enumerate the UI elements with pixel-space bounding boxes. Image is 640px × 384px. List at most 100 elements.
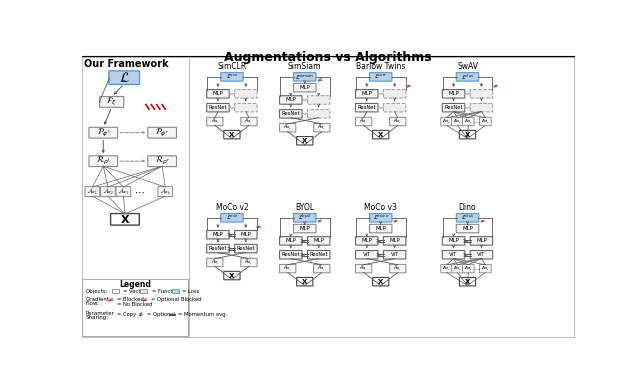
FancyBboxPatch shape <box>158 187 173 197</box>
FancyBboxPatch shape <box>296 137 313 145</box>
FancyBboxPatch shape <box>100 187 115 197</box>
FancyBboxPatch shape <box>355 117 372 126</box>
Text: = Function: = Function <box>152 289 180 294</box>
FancyBboxPatch shape <box>463 117 474 126</box>
FancyBboxPatch shape <box>280 109 302 118</box>
FancyBboxPatch shape <box>355 250 378 259</box>
FancyBboxPatch shape <box>224 131 240 139</box>
FancyBboxPatch shape <box>89 127 118 138</box>
Text: $\mathbf{X}$: $\mathbf{X}$ <box>377 130 385 139</box>
Text: $A_{\alpha_l}$: $A_{\alpha_l}$ <box>284 123 292 132</box>
FancyBboxPatch shape <box>241 117 257 126</box>
Bar <box>83 280 188 336</box>
Text: ResNet: ResNet <box>357 105 376 110</box>
Text: $\mathcal{L}^{simsim}$: $\mathcal{L}^{simsim}$ <box>295 72 314 81</box>
Text: $\neq$: $\neq$ <box>477 217 485 225</box>
FancyBboxPatch shape <box>383 89 406 98</box>
FancyBboxPatch shape <box>470 250 493 259</box>
Text: $\mathcal{A}_{\alpha_3}$: $\mathcal{A}_{\alpha_3}$ <box>118 186 129 197</box>
Text: = Vector: = Vector <box>124 289 147 294</box>
Bar <box>140 289 147 293</box>
Text: $\mathcal{R}_{\rho^l}$: $\mathcal{R}_{\rho^l}$ <box>96 155 111 167</box>
Text: MLP: MLP <box>300 85 310 90</box>
FancyBboxPatch shape <box>369 73 392 81</box>
FancyBboxPatch shape <box>207 103 229 112</box>
Text: $\mathcal{L}^{nce}$: $\mathcal{L}^{nce}$ <box>225 73 238 81</box>
FancyBboxPatch shape <box>456 224 479 233</box>
FancyBboxPatch shape <box>307 96 330 104</box>
FancyBboxPatch shape <box>355 264 372 273</box>
Text: ResNet: ResNet <box>444 105 463 110</box>
Text: $A_{\alpha_k}$: $A_{\alpha_k}$ <box>481 265 490 273</box>
Text: ViT: ViT <box>449 252 458 257</box>
FancyBboxPatch shape <box>89 156 118 167</box>
Text: SwAV: SwAV <box>457 61 478 71</box>
Text: ResNet: ResNet <box>282 252 300 257</box>
Text: $\mathcal{L}^{clus}$: $\mathcal{L}^{clus}$ <box>461 213 474 222</box>
Text: BYOL: BYOL <box>295 202 314 212</box>
Text: MLP: MLP <box>476 238 487 243</box>
FancyBboxPatch shape <box>355 237 378 245</box>
Text: ViT: ViT <box>363 252 371 257</box>
Text: $\mathbf{X}$: $\mathbf{X}$ <box>377 277 385 286</box>
FancyBboxPatch shape <box>442 89 465 98</box>
Text: $\mathcal{L}^{moco}$: $\mathcal{L}^{moco}$ <box>372 214 389 222</box>
Text: $A_{\alpha_1}$: $A_{\alpha_1}$ <box>442 118 451 126</box>
Text: = Copy: = Copy <box>117 312 136 317</box>
Text: ResNet: ResNet <box>209 105 227 110</box>
FancyBboxPatch shape <box>460 278 476 286</box>
Text: $\cdots$: $\cdots$ <box>473 119 481 124</box>
Bar <box>172 289 179 293</box>
Text: $\neq$: $\neq$ <box>315 217 323 225</box>
Text: $A_{\alpha_2}$: $A_{\alpha_2}$ <box>453 118 461 126</box>
Text: MLP: MLP <box>313 238 324 243</box>
Text: SimCLR: SimCLR <box>217 61 246 71</box>
FancyBboxPatch shape <box>441 117 452 126</box>
FancyBboxPatch shape <box>294 214 316 222</box>
Text: $\mathbf{X}$: $\mathbf{X}$ <box>228 271 236 280</box>
Text: MLP: MLP <box>362 238 372 243</box>
FancyBboxPatch shape <box>456 214 479 222</box>
Text: $\neq$: $\neq$ <box>106 295 115 304</box>
FancyBboxPatch shape <box>314 124 330 132</box>
FancyBboxPatch shape <box>109 71 140 84</box>
Text: MLP: MLP <box>462 226 473 231</box>
FancyBboxPatch shape <box>463 264 474 273</box>
Text: $A_{\alpha_1}$: $A_{\alpha_1}$ <box>442 265 451 273</box>
Text: $\neq$: $\neq$ <box>140 295 148 304</box>
FancyBboxPatch shape <box>280 264 296 273</box>
FancyBboxPatch shape <box>456 73 479 81</box>
Text: $A_{\alpha_r}$: $A_{\alpha_r}$ <box>317 123 326 132</box>
Text: ViT: ViT <box>477 252 486 257</box>
Text: $\neq$: $\neq$ <box>316 76 324 84</box>
FancyBboxPatch shape <box>383 237 406 245</box>
FancyBboxPatch shape <box>235 89 257 98</box>
Text: MLP: MLP <box>375 226 386 231</box>
Text: $\mathcal{L}$: $\mathcal{L}$ <box>118 71 130 84</box>
FancyBboxPatch shape <box>280 96 302 104</box>
Text: $\mathcal{P}_{\phi^l}$: $\mathcal{P}_{\phi^l}$ <box>97 127 110 139</box>
Text: Gradient: Gradient <box>85 297 109 302</box>
FancyBboxPatch shape <box>479 264 491 273</box>
FancyBboxPatch shape <box>207 89 229 98</box>
Text: Flow:: Flow: <box>85 301 100 306</box>
FancyBboxPatch shape <box>235 230 257 239</box>
Text: ResNet: ResNet <box>282 111 300 116</box>
FancyBboxPatch shape <box>383 250 406 259</box>
FancyBboxPatch shape <box>442 250 465 259</box>
FancyBboxPatch shape <box>372 278 389 286</box>
Text: $\mathbf{X}$: $\mathbf{X}$ <box>120 214 130 225</box>
Bar <box>112 289 119 293</box>
FancyBboxPatch shape <box>280 237 302 245</box>
Bar <box>189 57 573 337</box>
FancyBboxPatch shape <box>470 103 493 112</box>
FancyBboxPatch shape <box>224 271 240 280</box>
FancyBboxPatch shape <box>452 117 463 126</box>
FancyBboxPatch shape <box>390 264 406 273</box>
Text: = Optional Blocked: = Optional Blocked <box>151 297 202 302</box>
Text: $\mathcal{L}^{clus}$: $\mathcal{L}^{clus}$ <box>461 72 474 81</box>
Text: $\mathbf{X}$: $\mathbf{X}$ <box>301 136 308 145</box>
Text: $\neq$: $\neq$ <box>491 82 499 90</box>
Text: $\mathbf{X}$: $\mathbf{X}$ <box>464 130 471 139</box>
Text: = No Blocked: = No Blocked <box>117 302 152 307</box>
